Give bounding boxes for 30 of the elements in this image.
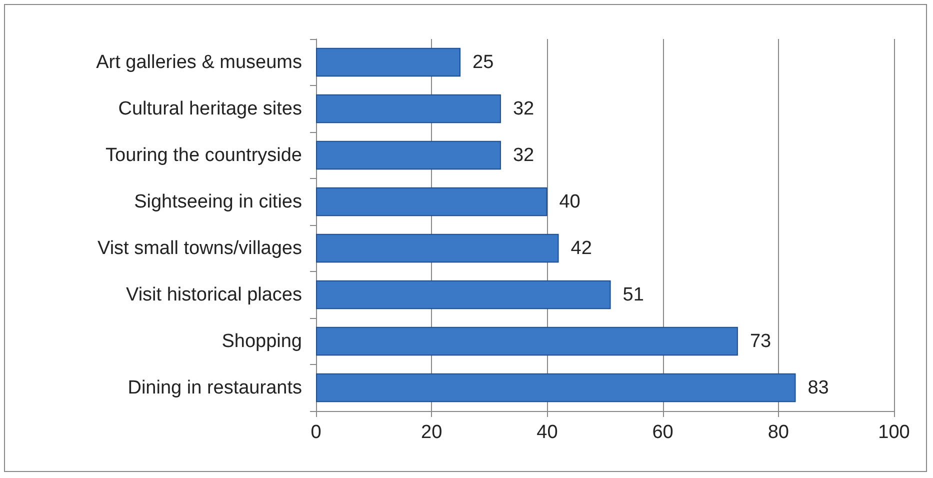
y-tick-label: Touring the countryside <box>106 144 302 166</box>
bar <box>316 48 460 77</box>
data-label: 51 <box>622 284 644 306</box>
data-label: 42 <box>570 238 592 259</box>
x-tick-label: 40 <box>536 422 558 443</box>
x-tick-label: 80 <box>768 422 789 443</box>
x-tick-label: 20 <box>421 422 442 443</box>
bar <box>316 94 501 124</box>
data-label: 25 <box>472 52 494 73</box>
data-label: 32 <box>512 98 534 120</box>
bar <box>316 326 738 356</box>
y-tick-label: Vist small towns/villages <box>97 238 302 259</box>
y-tick-label: Shopping <box>222 330 302 352</box>
bar <box>316 373 796 402</box>
bar <box>316 187 548 216</box>
y-tick-label: Art galleries & museums <box>96 52 302 73</box>
data-label: 40 <box>559 191 580 212</box>
y-tick-label: Visit historical places <box>126 284 302 306</box>
y-tick-label: Dining in restaurants <box>128 377 302 398</box>
bar <box>316 280 611 310</box>
y-tick-label: Sightseeing in cities <box>134 191 302 212</box>
bar <box>316 234 559 263</box>
x-tick-label: 60 <box>652 422 674 443</box>
bar <box>316 140 501 170</box>
data-label: 32 <box>512 144 534 166</box>
x-tick-label: 100 <box>878 422 910 443</box>
data-label: 83 <box>808 377 829 398</box>
data-label: 73 <box>750 330 772 352</box>
y-tick-label: Cultural heritage sites <box>118 98 302 120</box>
x-tick-label: 0 <box>310 422 322 443</box>
